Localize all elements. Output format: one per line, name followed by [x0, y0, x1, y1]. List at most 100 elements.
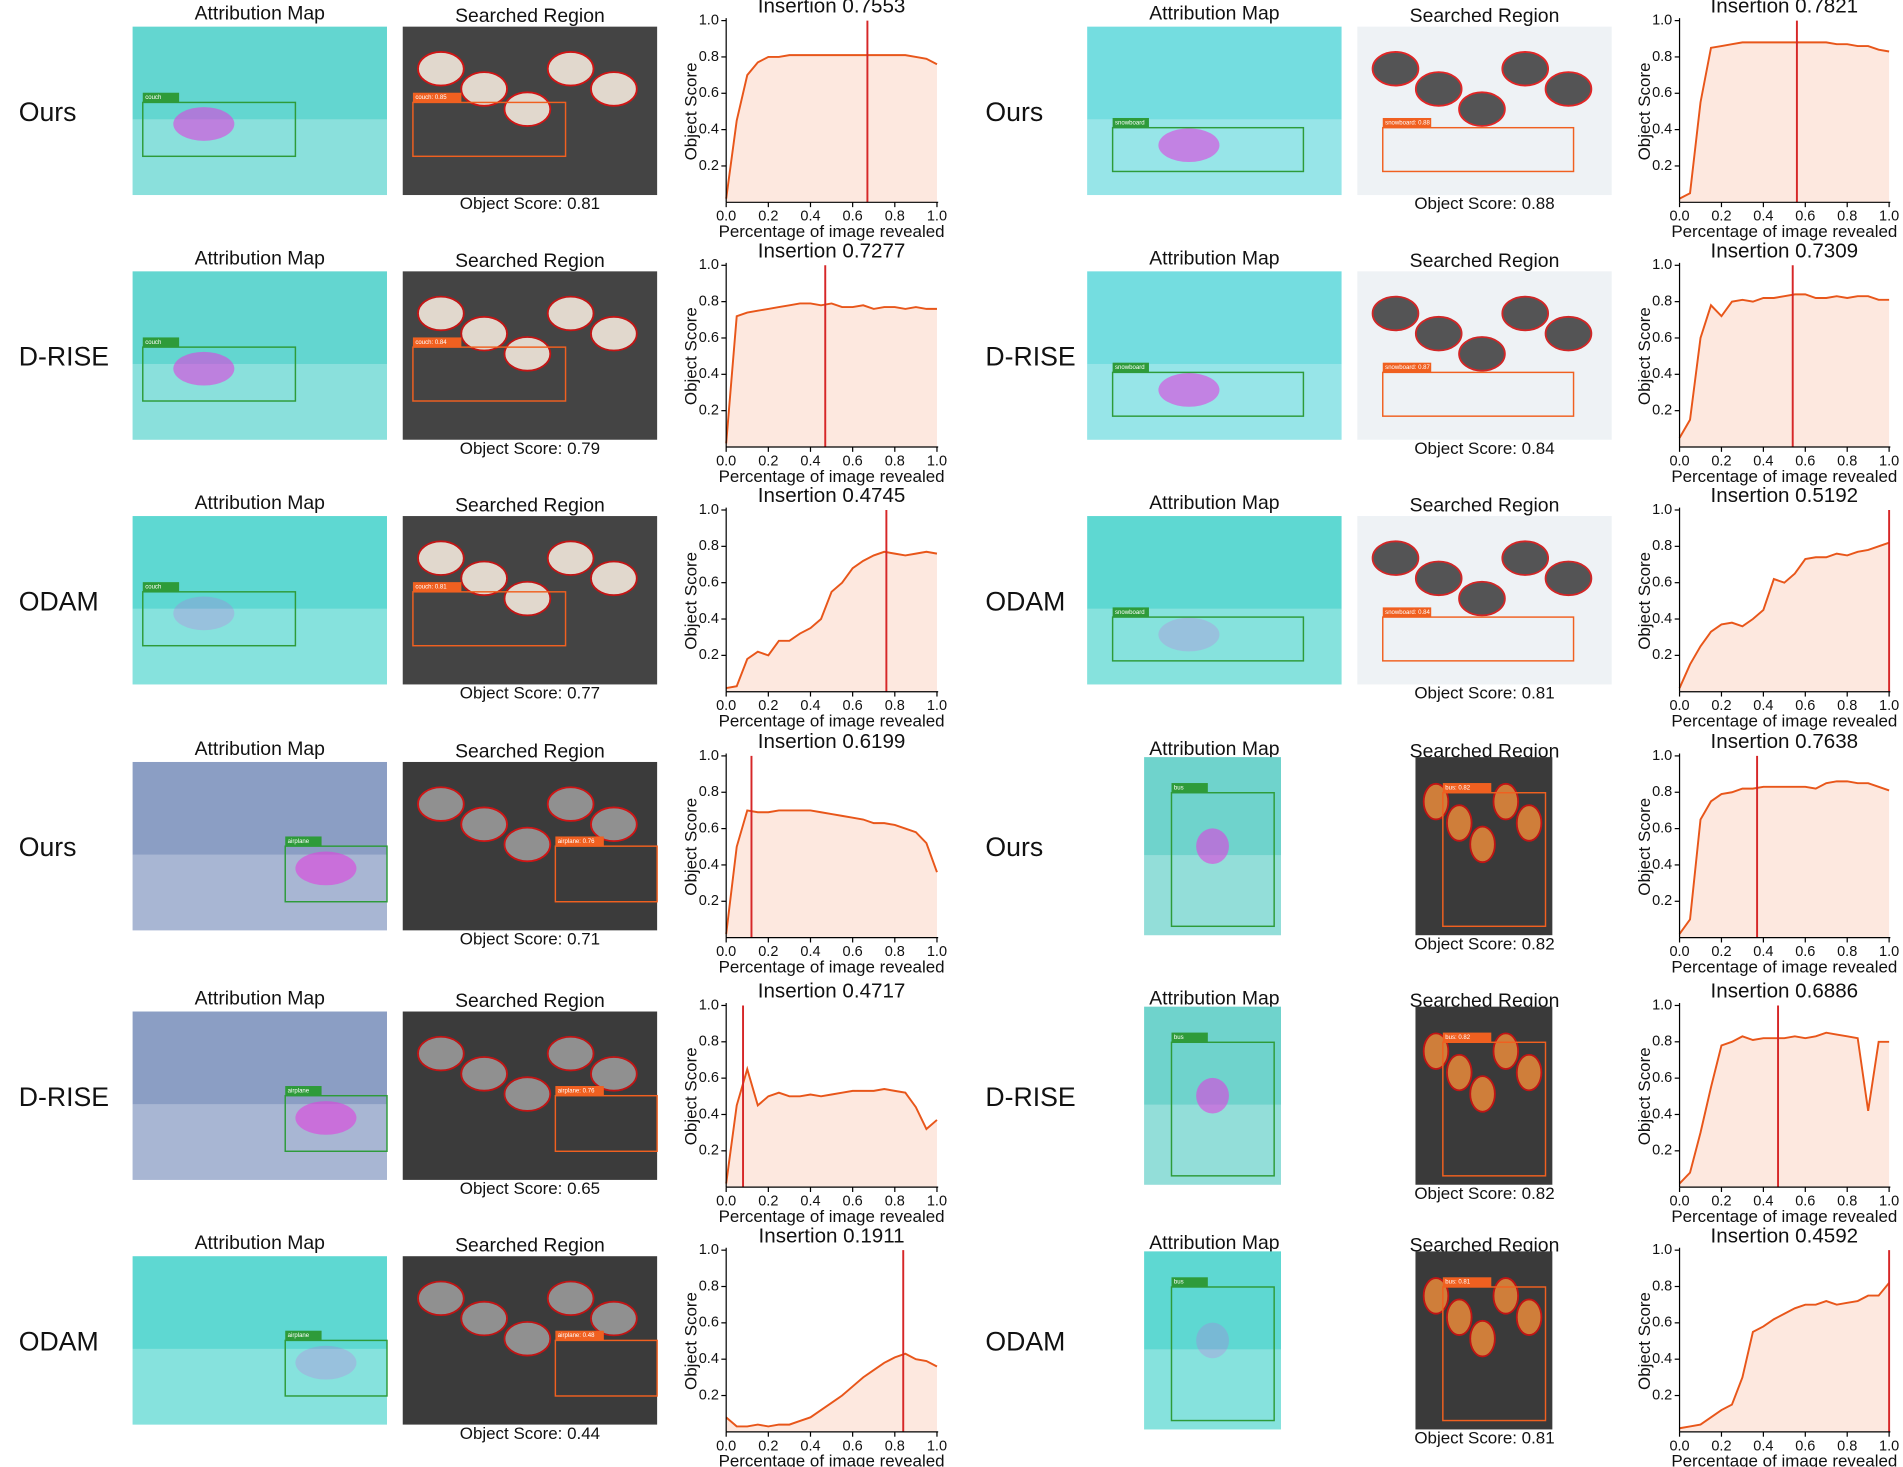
- image-shade: [1144, 1349, 1281, 1430]
- detection-box: [1170, 1286, 1275, 1422]
- searched-box: [1382, 371, 1575, 417]
- x-tick-label: 0.8: [1837, 209, 1857, 225]
- x-tick-label: 0.0: [1669, 698, 1689, 714]
- searched-patch: [417, 295, 465, 332]
- attribution-image: [132, 271, 387, 440]
- searched-box: [1442, 1041, 1547, 1177]
- line: [726, 550, 938, 690]
- searched-box: [1382, 616, 1575, 662]
- searched-title: Searched Region: [455, 5, 605, 27]
- area: [726, 303, 937, 448]
- searched-patch: [590, 560, 638, 597]
- x-tick-label: 0.2: [758, 1438, 778, 1454]
- searched-box: [1442, 792, 1547, 928]
- box-label: airplane: [288, 839, 310, 845]
- y-tick-label: 0.6: [1652, 1070, 1672, 1086]
- attribution-hotspot: [295, 851, 357, 886]
- x-tick-label: 0.4: [1753, 453, 1773, 469]
- image-shade: [132, 363, 387, 440]
- object-score: Object Score: 0.44: [460, 1424, 600, 1443]
- object-score: Object Score: 0.84: [1414, 439, 1554, 458]
- y-axis-label: Object Score: [682, 552, 701, 650]
- box-label: bus: [1174, 785, 1184, 791]
- x-tick-label: 0.4: [1753, 209, 1773, 225]
- line: [1678, 293, 1890, 439]
- x-tick-label: 0.8: [885, 453, 905, 469]
- chart-title: Insertion 0.4592: [1711, 1224, 1859, 1247]
- x-tick-label: 0.2: [758, 944, 778, 960]
- method-label: ODAM: [985, 586, 1065, 616]
- box-label-bg: [142, 92, 180, 103]
- attribution-hotspot: [173, 596, 235, 631]
- x-tick-label: 1.0: [1879, 698, 1899, 714]
- region-label: bus: 0.81: [1445, 1280, 1471, 1286]
- y-tick-label: 0.8: [1652, 784, 1672, 800]
- searched-patch: [546, 50, 595, 87]
- region-label: airplane: 0.48: [558, 1333, 595, 1339]
- x-tick-label: 0.2: [1711, 944, 1731, 960]
- y-axis-label: Object Score: [682, 1047, 701, 1145]
- searched-patch: [417, 1035, 465, 1072]
- y-tick-label: 0.6: [1652, 1315, 1672, 1331]
- attribution-image: [1087, 26, 1342, 196]
- y-tick-label: 0.4: [699, 366, 719, 382]
- line: [725, 1352, 938, 1428]
- method-label: ODAM: [985, 1326, 1065, 1356]
- searched-patch: [1414, 560, 1463, 597]
- x-tick-label: 0.8: [885, 209, 905, 225]
- searched-patch: [460, 315, 508, 352]
- y-tick-label: 0.6: [699, 330, 719, 346]
- x-tick-label: 0.6: [843, 698, 863, 714]
- box-label-bg: [285, 836, 322, 847]
- chart-title: Insertion 0.7553: [758, 0, 906, 18]
- searched-patch: [1515, 804, 1543, 842]
- attribution-title: Attribution Map: [195, 1232, 325, 1254]
- y-tick-label: 0.2: [699, 893, 719, 909]
- searched-title: Searched Region: [455, 990, 605, 1012]
- detection-box: [142, 101, 297, 158]
- searched-patch: [1446, 1053, 1473, 1092]
- y-tick-label: 1.0: [699, 257, 719, 273]
- attribution-title: Attribution Map: [1149, 247, 1279, 269]
- searched-patch: [590, 1300, 638, 1337]
- area: [726, 551, 937, 692]
- searched-title: Searched Region: [1410, 990, 1560, 1012]
- y-tick-label: 1.0: [1652, 748, 1672, 764]
- y-tick-label: 0.8: [699, 1034, 719, 1050]
- x-tick-label: 0.0: [716, 944, 736, 960]
- attribution-title: Attribution Map: [1149, 988, 1279, 1010]
- y-axis-label: Object Score: [682, 307, 701, 405]
- method-label: Ours: [985, 832, 1043, 862]
- y-tick-label: 0.4: [699, 1351, 719, 1367]
- x-tick-label: 1.0: [1879, 944, 1899, 960]
- x-tick-label: 1.0: [1879, 1438, 1899, 1454]
- x-tick-label: 0.8: [1837, 453, 1857, 469]
- searched-box: [554, 1094, 658, 1153]
- attribution-hotspot: [173, 351, 235, 386]
- detection-box: [1111, 126, 1305, 173]
- line: [1678, 780, 1890, 935]
- y-tick-label: 0.6: [699, 85, 719, 101]
- searched-patch: [417, 540, 465, 576]
- y-tick-label: 0.8: [1652, 293, 1672, 309]
- searched-patch: [590, 71, 638, 107]
- box-label: couch: [145, 340, 161, 346]
- x-tick-label: 0.2: [758, 209, 778, 225]
- searched-patch: [460, 560, 508, 597]
- y-tick-label: 0.8: [699, 49, 719, 65]
- y-tick-label: 0.2: [699, 1387, 719, 1403]
- area: [726, 55, 937, 203]
- y-tick-label: 0.2: [699, 158, 719, 174]
- box-label: couch: [145, 585, 161, 591]
- object-score: Object Score: 0.88: [1414, 194, 1554, 213]
- y-axis-label: Object Score: [1635, 1047, 1654, 1145]
- y-tick-label: 0.8: [1652, 538, 1672, 554]
- region-label-bg: [1442, 1277, 1492, 1287]
- searched-title: Searched Region: [455, 1235, 605, 1257]
- x-tick-label: 0.8: [1837, 1194, 1857, 1210]
- box-label-bg: [1171, 1032, 1208, 1043]
- box-label-bg: [1112, 362, 1149, 373]
- x-tick-label: 0.8: [1837, 1438, 1857, 1454]
- area: [1679, 1032, 1890, 1188]
